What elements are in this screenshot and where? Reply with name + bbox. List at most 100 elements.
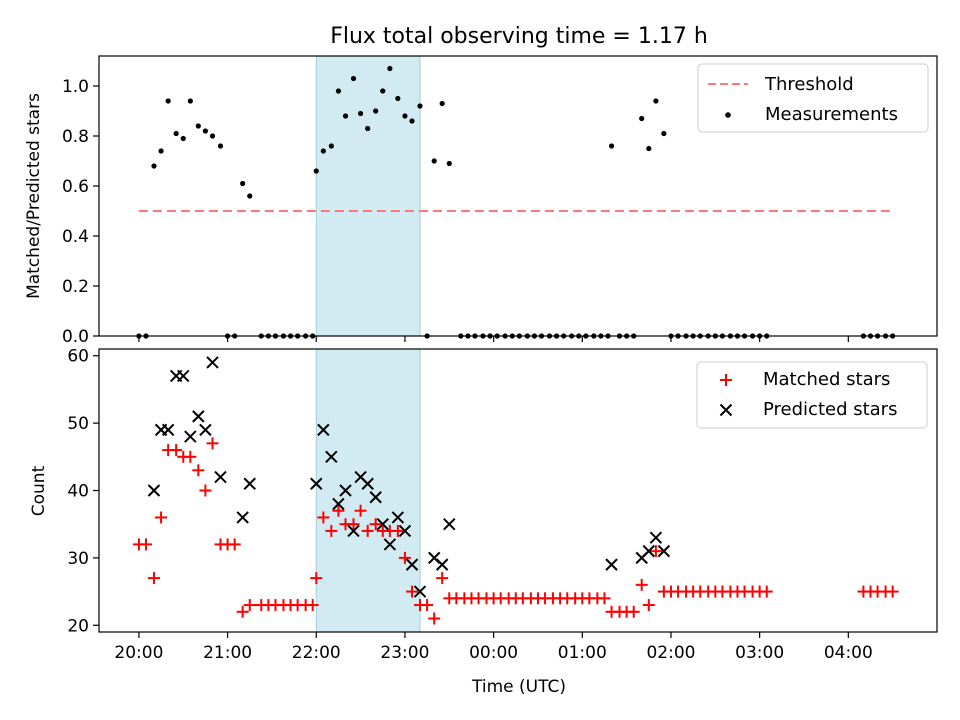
- measurement-point: [409, 118, 415, 124]
- measurement-point: [202, 128, 209, 134]
- matched-star-marker: [310, 572, 323, 585]
- predicted-star-marker: [443, 517, 456, 531]
- predicted-star-marker: [199, 423, 212, 437]
- measurement-point: [165, 98, 171, 104]
- x-tick-label: 03:00: [735, 643, 784, 663]
- predicted-star-marker: [332, 497, 345, 511]
- measurement-point: [217, 143, 224, 149]
- predicted-star-marker: [405, 558, 419, 571]
- matched-star-marker: [598, 592, 611, 605]
- top-y-axis-label: Matched/Predicted stars: [24, 93, 44, 299]
- predicted-star-marker: [649, 531, 663, 544]
- x-tick-label: 22:00: [292, 643, 341, 663]
- matched-star-marker: [147, 572, 160, 585]
- measurement-point: [173, 130, 179, 137]
- predicted-star-marker: [317, 423, 330, 437]
- predicted-star-markers: [147, 356, 671, 598]
- predicted-star-marker: [657, 544, 671, 558]
- predicted-star-marker: [347, 524, 360, 538]
- y-tick-label: 0.2: [62, 277, 89, 297]
- matched-star-marker: [184, 450, 197, 463]
- legend-matched-label: Matched stars: [763, 369, 890, 390]
- predicted-star-marker: [192, 410, 205, 423]
- x-marker-icon: [719, 403, 733, 417]
- x-tick-label: 02:00: [646, 643, 695, 663]
- chart-title: Flux total observing time = 1.17 h: [330, 24, 708, 49]
- bottom-panel: 20 30 40 50 60 20:00 21:00 22:00 23:00 00:00 01:0…: [29, 347, 938, 697]
- measurement-point: [639, 115, 645, 122]
- x-tick-label: 23:00: [380, 643, 429, 663]
- matched-star-marker: [306, 599, 319, 612]
- predicted-star-marker: [435, 558, 449, 571]
- measurement-point: [357, 110, 364, 117]
- measurement-point: [342, 113, 349, 119]
- y-tick-label: 30: [67, 549, 89, 569]
- y-tick-label: 0.8: [62, 127, 89, 147]
- y-tick-label: 0.6: [62, 177, 89, 197]
- y-tick-label: 20: [67, 616, 89, 636]
- measurement-point: [387, 65, 393, 72]
- measurement-point: [402, 113, 408, 119]
- matched-star-marker: [243, 599, 256, 612]
- measurement-point: [187, 98, 193, 104]
- measurement-point: [395, 95, 401, 102]
- y-tick-label: 1.0: [62, 77, 89, 97]
- predicted-star-marker: [325, 450, 338, 464]
- predicted-star-marker: [369, 491, 382, 504]
- matched-star-marker: [391, 524, 404, 537]
- predicted-star-marker: [383, 538, 397, 551]
- measurement-point: [653, 98, 659, 104]
- measurement-point: [240, 180, 246, 187]
- matched-star-markers: [132, 437, 899, 625]
- measurement-point: [247, 193, 253, 199]
- matched-star-marker: [642, 599, 655, 612]
- matched-star-marker: [406, 585, 419, 598]
- matched-star-marker: [139, 538, 152, 551]
- matched-star-marker: [347, 518, 360, 531]
- legend-predicted-swatch: [719, 403, 733, 417]
- predicted-star-marker: [177, 369, 190, 383]
- matched-star-marker: [361, 524, 374, 537]
- matched-star-marker: [421, 599, 434, 612]
- matched-star-marker: [398, 551, 411, 564]
- highlight-span: [315, 348, 421, 633]
- matched-star-marker: [627, 605, 640, 618]
- predicted-star-marker: [161, 423, 175, 437]
- measurement-point: [661, 130, 667, 137]
- highlight-span: [315, 55, 421, 337]
- legend-measurements-swatch: [725, 112, 731, 118]
- predicted-star-marker: [310, 477, 323, 490]
- bottom-legend: Matched stars Predicted stars: [696, 361, 928, 429]
- measurement-point: [158, 148, 164, 154]
- predicted-star-marker: [642, 544, 656, 558]
- matched-star-marker: [228, 538, 241, 551]
- measurement-point: [151, 163, 157, 169]
- predicted-star-marker: [214, 470, 227, 484]
- legend-measurements-label: Measurements: [765, 104, 898, 125]
- top-legend: Threshold Measurements: [697, 63, 929, 133]
- measurement-point: [373, 108, 379, 114]
- matched-star-marker: [428, 612, 441, 625]
- measurement-point: [328, 143, 334, 149]
- measurement-point: [439, 100, 445, 107]
- matched-star-marker: [760, 585, 773, 598]
- x-axis-label: Time (UTC): [471, 677, 566, 697]
- predicted-star-marker: [206, 356, 219, 369]
- measurement-point: [195, 123, 201, 129]
- y-tick-label: 40: [67, 482, 89, 502]
- x-tick-label: 20:00: [114, 643, 163, 663]
- bottom-y-ticks: 20 30 40 50 60: [67, 347, 99, 636]
- top-x-ticks: [138, 336, 849, 342]
- predicted-star-marker: [413, 585, 427, 598]
- y-tick-label: 0.4: [62, 227, 89, 247]
- matched-star-marker: [369, 518, 382, 531]
- measurement-point: [313, 168, 319, 174]
- predicted-star-marker: [361, 477, 374, 490]
- measurement-point: [180, 135, 186, 142]
- legend-matched-swatch: [720, 374, 732, 386]
- measurement-point: [417, 103, 423, 109]
- top-panel: 0.0 0.2 0.4 0.6 0.8 1.0 Matched/Predicted sta…: [24, 55, 938, 347]
- x-tick-label: 21:00: [203, 643, 252, 663]
- top-y-ticks: 0.0 0.2 0.4 0.6 0.8 1.0: [62, 77, 99, 347]
